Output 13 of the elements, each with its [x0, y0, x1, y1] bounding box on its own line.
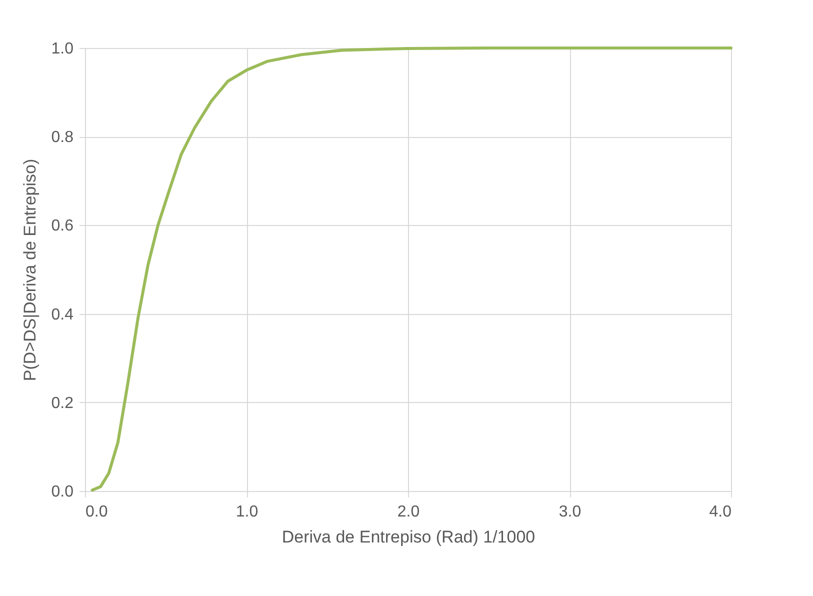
- x-tick-label: 0.0: [86, 504, 108, 520]
- y-tick-label: 0.2: [51, 394, 74, 412]
- x-axis-title: Deriva de Entrepiso (Rad) 1/1000: [282, 528, 536, 546]
- y-tick-label: 0.0: [51, 484, 74, 500]
- y-tick-label: 0.6: [51, 218, 74, 235]
- y-tick-label: 0.4: [51, 306, 74, 324]
- y-tick-label: 1.0: [51, 40, 74, 58]
- x-tick-label: 2.0: [397, 504, 420, 520]
- x-tick-label: 1.0: [236, 504, 258, 520]
- x-tick-label: 3.0: [558, 504, 582, 520]
- y-axis-title: P(D>DS|Deriva de Entrepiso): [20, 158, 40, 382]
- y-tick-label: 0.8: [51, 129, 74, 146]
- x-tick-label: 4.0: [709, 504, 732, 520]
